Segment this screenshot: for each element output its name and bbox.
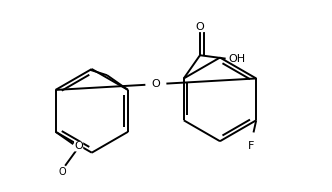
Text: OH: OH — [228, 54, 245, 64]
Text: F: F — [248, 141, 254, 151]
Text: O: O — [74, 141, 83, 151]
Text: O: O — [59, 167, 66, 177]
Text: O: O — [196, 22, 205, 32]
Text: O: O — [151, 79, 160, 89]
